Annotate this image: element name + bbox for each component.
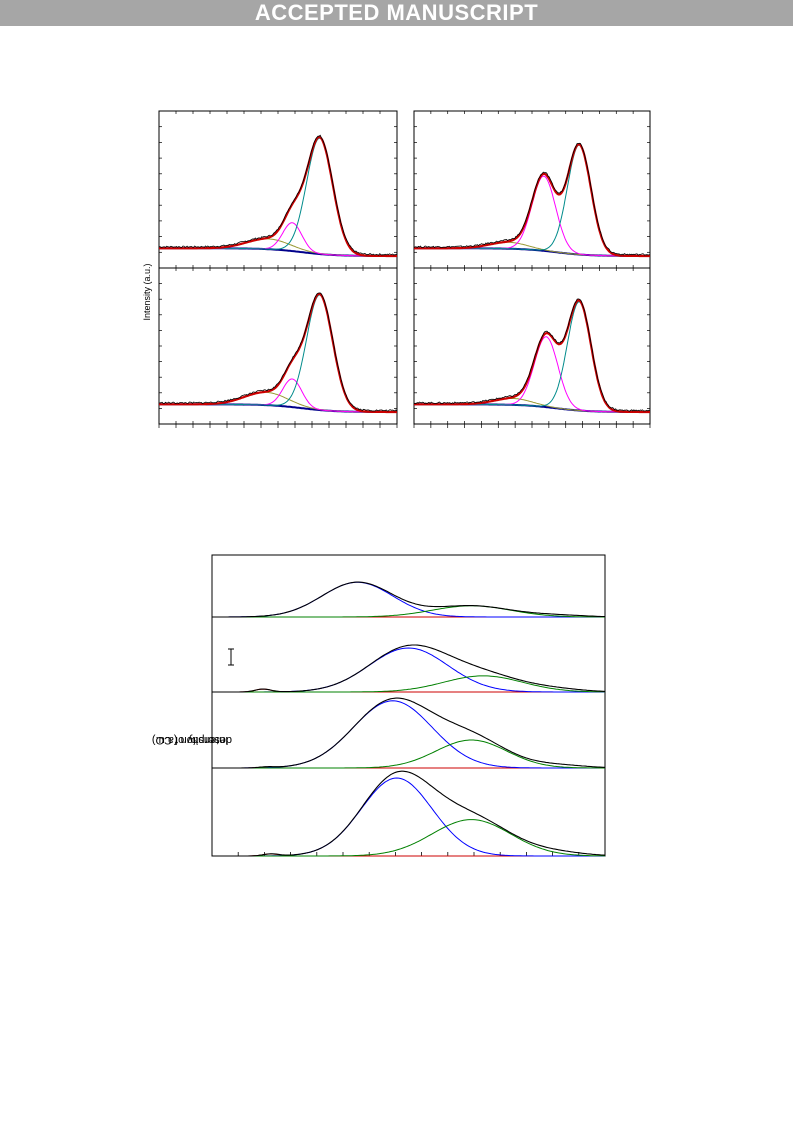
peak-mid-line (212, 581, 605, 618)
figure1-y-axis-label-text: Intensity (a.u.) (142, 263, 152, 321)
manuscript-banner: ACCEPTED MANUSCRIPT (0, 0, 793, 26)
peak-mid-line (212, 700, 605, 769)
figure2-y-axis-label: Intensity of CO 2 desorption (a.u.) (152, 640, 232, 840)
component-peak-1 (414, 301, 650, 413)
panel-frame (413, 110, 651, 269)
ylabel-suffix: desorption (a.u.) (151, 734, 233, 747)
peak-mid-line (212, 777, 605, 857)
peak-high-line (212, 605, 605, 618)
panel-frame (158, 110, 398, 269)
xps-figure (158, 110, 651, 428)
total-line (212, 644, 606, 693)
component-peak-2 (414, 175, 650, 257)
fit-sum-line (159, 135, 397, 258)
xps-panel-top-left (158, 110, 398, 269)
experimental-line (413, 142, 651, 256)
fit-sum-line (414, 299, 650, 414)
banner-text: ACCEPTED MANUSCRIPT (254, 0, 539, 25)
total-line (212, 697, 605, 769)
xps-panel-bottom-left (158, 267, 398, 428)
tpd-panel-3 (212, 697, 605, 769)
experimental-line (413, 298, 650, 412)
peak-high-line (212, 675, 606, 693)
peak-high-line (212, 739, 605, 769)
panel-frame (413, 267, 651, 425)
component-peak-1 (159, 137, 397, 257)
tpd-panel-1 (212, 581, 606, 618)
total-line (212, 770, 606, 857)
total-line (212, 581, 606, 618)
fit-sum-line (159, 292, 397, 414)
xps-panel-bottom-right (413, 267, 651, 428)
component-peak-2 (159, 222, 397, 257)
tpd-panel-4 (212, 770, 606, 857)
component-peak-2 (414, 336, 650, 413)
peak-high-line (212, 819, 605, 857)
tpd-panel-2 (212, 644, 606, 693)
experimental-line (158, 292, 398, 412)
figure2-y-axis-label-text: Intensity of CO 2 desorption (a.u.) (152, 734, 232, 746)
figure1-y-axis-label: Intensity (a.u.) (139, 263, 155, 320)
fit-sum-line (414, 143, 650, 258)
experimental-line (158, 134, 398, 256)
tpd-figure (211, 554, 606, 857)
xps-panel-top-right (413, 110, 651, 269)
panel-frame (158, 267, 398, 425)
